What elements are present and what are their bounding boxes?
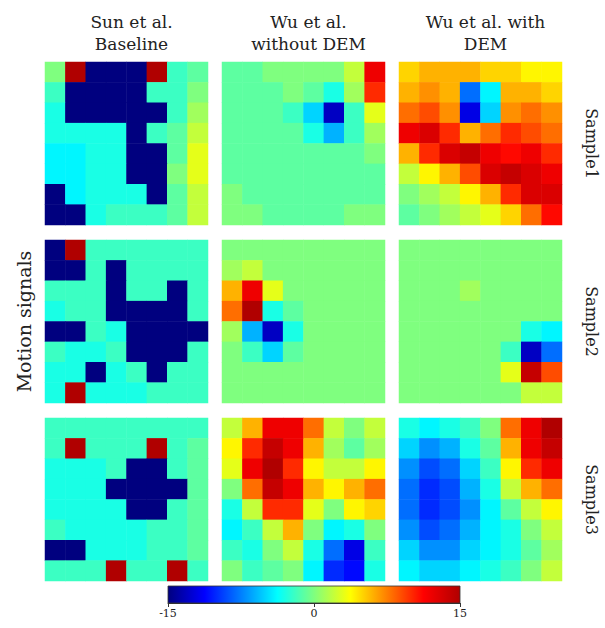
svg-text:15: 15 xyxy=(453,607,467,620)
svg-text:-15: -15 xyxy=(159,607,177,620)
svg-text:Sample2: Sample2 xyxy=(582,286,601,357)
svg-text:Baseline: Baseline xyxy=(95,34,168,54)
svg-text:Wu et al. with: Wu et al. with xyxy=(426,12,546,32)
svg-text:0: 0 xyxy=(311,607,318,620)
svg-text:Wu et al.: Wu et al. xyxy=(270,12,346,32)
svg-text:without DEM: without DEM xyxy=(251,34,366,54)
svg-text:Motion signals: Motion signals xyxy=(13,251,35,393)
svg-text:Sample3: Sample3 xyxy=(582,464,601,535)
svg-text:Sample1: Sample1 xyxy=(582,108,601,179)
svg-text:Sun et al.: Sun et al. xyxy=(90,12,172,32)
svg-text:DEM: DEM xyxy=(464,34,507,54)
